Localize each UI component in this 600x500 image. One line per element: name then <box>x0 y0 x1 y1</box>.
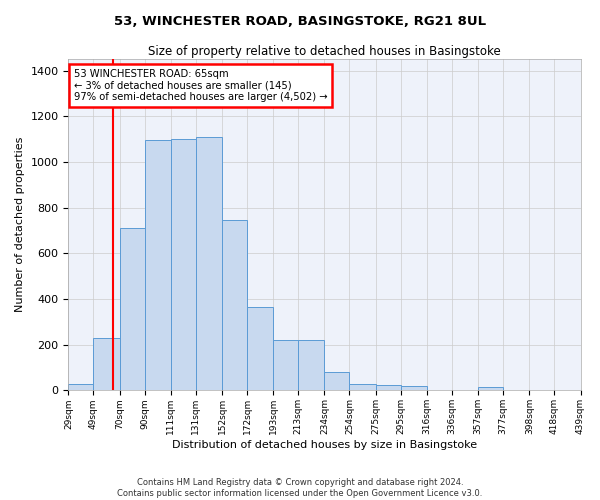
Text: Contains HM Land Registry data © Crown copyright and database right 2024.
Contai: Contains HM Land Registry data © Crown c… <box>118 478 482 498</box>
Bar <box>376 384 401 390</box>
Bar <box>349 384 376 390</box>
Bar <box>196 137 222 390</box>
Text: 53, WINCHESTER ROAD, BASINGSTOKE, RG21 8UL: 53, WINCHESTER ROAD, BASINGSTOKE, RG21 8… <box>114 15 486 28</box>
Title: Size of property relative to detached houses in Basingstoke: Size of property relative to detached ho… <box>148 45 501 58</box>
Bar <box>171 139 196 390</box>
Bar <box>222 220 247 390</box>
Bar <box>273 340 298 390</box>
Bar <box>94 338 119 390</box>
Bar <box>401 386 427 390</box>
Bar <box>325 372 349 390</box>
Bar <box>119 228 145 390</box>
X-axis label: Distribution of detached houses by size in Basingstoke: Distribution of detached houses by size … <box>172 440 477 450</box>
Bar <box>478 387 503 390</box>
Bar <box>247 307 273 390</box>
Bar <box>298 340 325 390</box>
Bar <box>68 384 94 390</box>
Y-axis label: Number of detached properties: Number of detached properties <box>15 137 25 312</box>
Text: 53 WINCHESTER ROAD: 65sqm
← 3% of detached houses are smaller (145)
97% of semi-: 53 WINCHESTER ROAD: 65sqm ← 3% of detach… <box>74 69 327 102</box>
Bar <box>145 140 171 390</box>
